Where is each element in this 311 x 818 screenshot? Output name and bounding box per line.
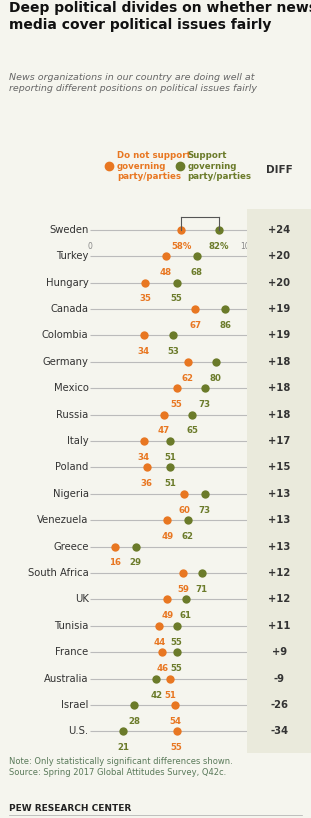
Text: Israel: Israel (61, 700, 89, 710)
Text: 34: 34 (137, 347, 150, 356)
Text: 58%: 58% (171, 241, 192, 250)
Text: 80: 80 (210, 374, 222, 383)
Text: +9: +9 (272, 647, 287, 657)
Text: 62: 62 (182, 374, 193, 383)
Text: 68: 68 (191, 268, 203, 277)
Text: 0: 0 (88, 241, 93, 250)
Text: France: France (55, 647, 89, 657)
Text: 28: 28 (128, 717, 140, 726)
Text: Colombia: Colombia (42, 330, 89, 340)
Text: Poland: Poland (55, 462, 89, 472)
Text: +20: +20 (268, 251, 290, 261)
Text: 86: 86 (219, 321, 231, 330)
Text: 21: 21 (117, 744, 129, 753)
Text: Support
governing
party/parties: Support governing party/parties (188, 151, 252, 181)
Text: +13: +13 (268, 542, 290, 551)
Text: +19: +19 (268, 304, 290, 314)
Text: UK: UK (75, 595, 89, 605)
Text: -26: -26 (270, 700, 288, 710)
Text: 16: 16 (109, 559, 121, 568)
Text: Deep political divides on whether news
media cover political issues fairly: Deep political divides on whether news m… (9, 2, 311, 32)
Text: 55: 55 (171, 638, 183, 647)
Text: 42: 42 (150, 690, 162, 699)
Text: Mexico: Mexico (54, 383, 89, 393)
Text: DIFF: DIFF (266, 164, 293, 175)
Text: 34: 34 (137, 453, 150, 462)
Text: 55: 55 (171, 664, 183, 673)
Text: Tunisia: Tunisia (54, 621, 89, 631)
Text: 35: 35 (139, 294, 151, 303)
Text: 51: 51 (164, 479, 176, 488)
Text: Nigeria: Nigeria (53, 489, 89, 499)
Text: 44: 44 (153, 638, 165, 647)
Text: Russia: Russia (56, 410, 89, 420)
Text: +13: +13 (268, 489, 290, 499)
Text: U.S.: U.S. (68, 726, 89, 736)
Text: +24: +24 (268, 225, 290, 235)
Text: PEW RESEARCH CENTER: PEW RESEARCH CENTER (9, 804, 132, 813)
Text: 36: 36 (141, 479, 153, 488)
Text: Australia: Australia (44, 673, 89, 684)
Text: 53: 53 (168, 347, 179, 356)
Text: 73: 73 (199, 400, 211, 409)
Text: Germany: Germany (43, 357, 89, 366)
Text: +18: +18 (268, 383, 290, 393)
Text: 51: 51 (164, 690, 176, 699)
Text: 49: 49 (161, 611, 173, 620)
Text: -34: -34 (270, 726, 288, 736)
Text: 67: 67 (189, 321, 202, 330)
Text: 71: 71 (196, 585, 208, 594)
Text: Turkey: Turkey (56, 251, 89, 261)
Text: 61: 61 (180, 611, 192, 620)
Text: +17: +17 (268, 436, 290, 446)
Text: 100: 100 (240, 241, 254, 250)
Text: 55: 55 (171, 400, 183, 409)
Text: +20: +20 (268, 277, 290, 288)
Text: 60: 60 (179, 506, 190, 515)
Text: Italy: Italy (67, 436, 89, 446)
Text: Canada: Canada (51, 304, 89, 314)
Text: -9: -9 (274, 673, 285, 684)
Text: Note: Only statistically significant differences shown.
Source: Spring 2017 Glob: Note: Only statistically significant dif… (9, 757, 233, 777)
Text: 54: 54 (169, 717, 181, 726)
Text: Hungary: Hungary (46, 277, 89, 288)
Text: 55: 55 (171, 294, 183, 303)
Text: 48: 48 (160, 268, 172, 277)
Text: 65: 65 (186, 426, 198, 435)
Text: +18: +18 (268, 357, 290, 366)
Text: 46: 46 (156, 664, 169, 673)
Text: +12: +12 (268, 595, 290, 605)
Text: 29: 29 (130, 559, 142, 568)
Text: +19: +19 (268, 330, 290, 340)
Text: +18: +18 (268, 410, 290, 420)
Text: Sweden: Sweden (49, 225, 89, 235)
Text: +11: +11 (268, 621, 290, 631)
Text: Do not support
governing
party/parties: Do not support governing party/parties (117, 151, 191, 181)
Text: News organizations in our country are doing well at
reporting different position: News organizations in our country are do… (9, 73, 257, 92)
Text: +15: +15 (268, 462, 290, 472)
Text: Greece: Greece (53, 542, 89, 551)
Text: +13: +13 (268, 515, 290, 525)
Text: 62: 62 (182, 532, 193, 541)
Text: South Africa: South Africa (28, 568, 89, 578)
Text: +12: +12 (268, 568, 290, 578)
Text: 59: 59 (177, 585, 189, 594)
Text: 47: 47 (158, 426, 170, 435)
Text: 55: 55 (171, 744, 183, 753)
Text: 82%: 82% (209, 241, 229, 250)
Text: Venezuela: Venezuela (37, 515, 89, 525)
Text: 51: 51 (164, 453, 176, 462)
Text: 49: 49 (161, 532, 173, 541)
Text: 73: 73 (199, 506, 211, 515)
